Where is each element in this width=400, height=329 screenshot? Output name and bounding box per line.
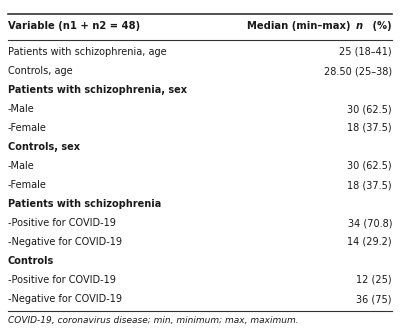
Text: -Positive for COVID-19: -Positive for COVID-19 bbox=[8, 218, 116, 228]
Text: 18 (37.5): 18 (37.5) bbox=[347, 123, 392, 133]
Text: -Female: -Female bbox=[8, 180, 47, 190]
Text: Controls: Controls bbox=[8, 256, 54, 266]
Text: Patients with schizophrenia, sex: Patients with schizophrenia, sex bbox=[8, 85, 187, 95]
Text: (%): (%) bbox=[369, 21, 392, 31]
Text: 14 (29.2): 14 (29.2) bbox=[347, 237, 392, 247]
Text: 30 (62.5): 30 (62.5) bbox=[347, 104, 392, 114]
Text: Controls, sex: Controls, sex bbox=[8, 142, 80, 152]
Text: -Male: -Male bbox=[8, 104, 35, 114]
Text: Variable (n1 + n2 = 48): Variable (n1 + n2 = 48) bbox=[8, 21, 140, 31]
Text: n: n bbox=[356, 21, 363, 31]
Text: 25 (18–41): 25 (18–41) bbox=[339, 47, 392, 57]
Text: -Male: -Male bbox=[8, 161, 35, 171]
Text: Patients with schizophrenia: Patients with schizophrenia bbox=[8, 199, 161, 209]
Text: -Negative for COVID-19: -Negative for COVID-19 bbox=[8, 294, 122, 304]
Text: 28.50 (25–38): 28.50 (25–38) bbox=[324, 66, 392, 76]
Text: Controls, age: Controls, age bbox=[8, 66, 73, 76]
Text: 36 (75): 36 (75) bbox=[356, 294, 392, 304]
Text: COVID-19, coronavirus disease; min, minimum; max, maximum.: COVID-19, coronavirus disease; min, mini… bbox=[8, 316, 299, 324]
Text: 30 (62.5): 30 (62.5) bbox=[347, 161, 392, 171]
Text: 18 (37.5): 18 (37.5) bbox=[347, 180, 392, 190]
Text: 34 (70.8): 34 (70.8) bbox=[348, 218, 392, 228]
Text: Median (min–max): Median (min–max) bbox=[247, 21, 354, 31]
Text: -Positive for COVID-19: -Positive for COVID-19 bbox=[8, 275, 116, 285]
Text: 12 (25): 12 (25) bbox=[356, 275, 392, 285]
Text: Patients with schizophrenia, age: Patients with schizophrenia, age bbox=[8, 47, 167, 57]
Text: -Negative for COVID-19: -Negative for COVID-19 bbox=[8, 237, 122, 247]
Text: -Female: -Female bbox=[8, 123, 47, 133]
